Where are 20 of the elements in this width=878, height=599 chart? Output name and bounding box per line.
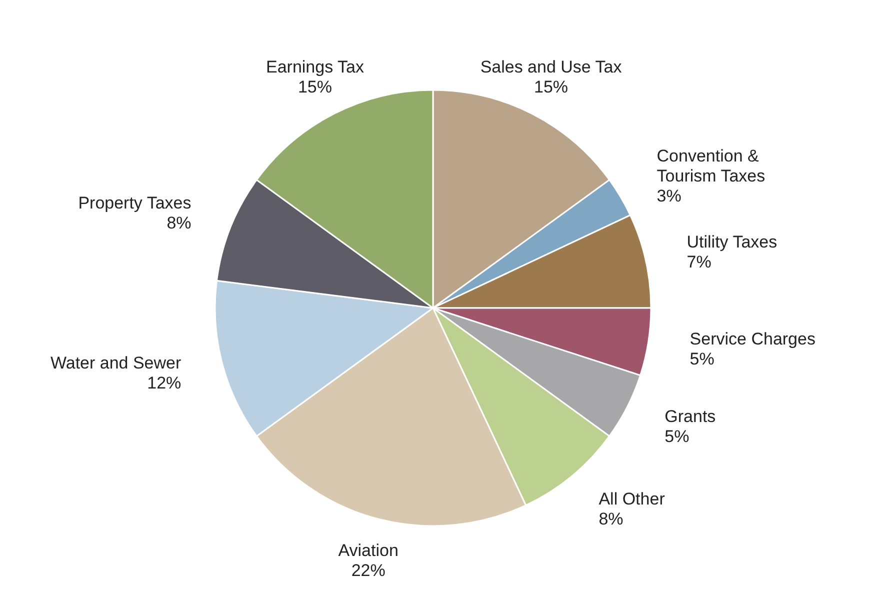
data-label: 5% [690, 350, 714, 369]
data-label: 5% [664, 427, 690, 446]
slice-label: Earnings Tax [266, 57, 364, 76]
slice-label: Convention & Tourism Taxes [656, 146, 766, 186]
data-label: 8% [166, 213, 192, 232]
data-label: 3% [656, 186, 682, 206]
slice-label: Property Taxes [78, 193, 192, 212]
data-label: 7% [686, 252, 712, 272]
slice-label: Service Charges [690, 330, 816, 349]
data-label: 8% [598, 509, 624, 528]
data-label: 15% [534, 77, 568, 96]
slice-label: Sales and Use Tax [480, 57, 622, 76]
data-label: 22% [351, 560, 386, 580]
slice-label: Aviation [338, 540, 398, 560]
data-label: 15% [298, 77, 332, 96]
slice-label: Grants [664, 407, 716, 426]
slice-label: All Other [598, 489, 666, 508]
slice-label: Water and Sewer [50, 354, 182, 373]
slice-label: Utility Taxes [686, 232, 778, 252]
data-label: 12% [147, 374, 182, 393]
